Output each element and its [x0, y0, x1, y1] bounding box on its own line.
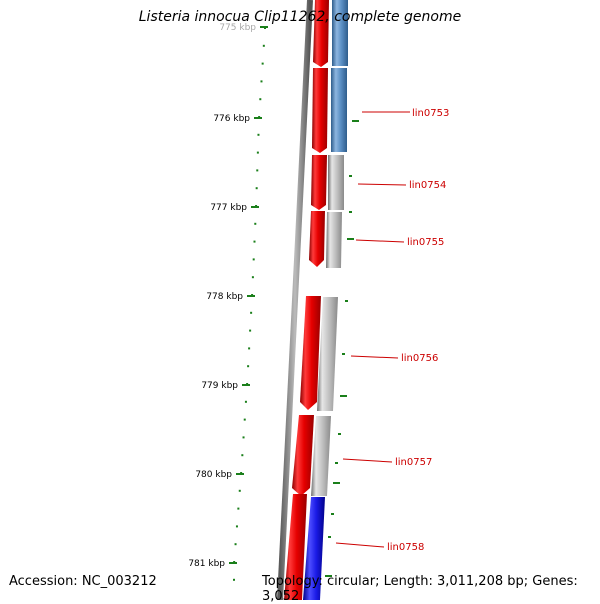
minor-tick	[256, 169, 259, 172]
minor-tick	[251, 276, 254, 279]
major-tick	[254, 117, 262, 119]
minor-tick	[335, 462, 338, 464]
major-tick	[247, 295, 255, 297]
forward-strand-features	[284, 0, 329, 600]
major-tick	[242, 384, 250, 386]
cds-lin0753[interactable]	[331, 68, 347, 152]
cds-forward-1[interactable]	[313, 0, 329, 67]
accession-text: Accession: NC_003212	[9, 574, 157, 589]
minor-tick	[241, 454, 244, 457]
minor-tick	[248, 347, 251, 350]
minor-tick	[260, 80, 263, 83]
cds-lin0753-top[interactable]	[332, 0, 348, 66]
minor-tick	[259, 98, 262, 101]
minor-tick	[262, 44, 265, 47]
minor-tick	[331, 513, 334, 515]
gene-label-leader	[357, 183, 407, 186]
gene-label-lin0758[interactable]: lin0758	[387, 542, 424, 553]
minor-tick	[349, 211, 352, 213]
minor-tick	[257, 133, 260, 136]
map-title: Listeria innocua Clip11262, complete gen…	[138, 9, 462, 25]
gene-label-leader	[335, 542, 385, 548]
minor-tick	[234, 543, 237, 546]
gene-features	[303, 0, 348, 600]
cds-lin0755[interactable]	[326, 212, 342, 268]
minor-tick	[250, 311, 253, 314]
tick-label: 779 kbp	[201, 381, 238, 391]
cds-forward-2[interactable]	[312, 68, 328, 153]
minor-tick	[237, 507, 240, 510]
cds-forward-7[interactable]	[284, 494, 307, 600]
minor-tick	[254, 222, 257, 225]
minor-tick	[333, 482, 340, 484]
minor-tick	[349, 175, 352, 177]
major-tick	[260, 26, 268, 28]
gene-label-leader	[342, 458, 393, 463]
minor-tick	[347, 238, 354, 240]
minor-tick	[253, 240, 256, 243]
tick-label: 781 kbp	[188, 559, 225, 569]
gene-labels: lin0753 lin0754 lin0755 lin0756 lin0757 lin07…	[335, 108, 449, 553]
minor-tick	[242, 436, 245, 439]
genome-backbone	[277, 0, 313, 600]
cds-lin0754[interactable]	[328, 155, 344, 210]
minor-tick	[244, 400, 247, 403]
cds-lin0756[interactable]	[317, 297, 338, 411]
major-tick	[229, 562, 237, 564]
major-tick	[251, 206, 259, 208]
minor-tick	[325, 575, 332, 577]
gene-label-leader	[350, 355, 399, 359]
minor-tick	[235, 525, 238, 528]
major-tick	[236, 473, 244, 475]
minor-tick	[338, 433, 341, 435]
gene-label-lin0754[interactable]: lin0754	[409, 180, 446, 191]
minor-tick	[328, 536, 331, 538]
tick-label: 775 kbp	[219, 23, 256, 33]
cds-forward-4[interactable]	[309, 211, 325, 267]
minor-tick	[233, 578, 235, 581]
tick-label: 778 kbp	[206, 292, 243, 302]
gene-label-lin0755[interactable]: lin0755	[407, 237, 444, 248]
minor-tick	[340, 395, 347, 397]
scale-ruler: 775 kbp 776 kbp 777 kbp 778 kbp 779 kbp 780 k…	[188, 23, 359, 581]
gene-label-lin0756[interactable]: lin0756	[401, 353, 438, 364]
cds-forward-3[interactable]	[311, 155, 327, 210]
gene-label-lin0753[interactable]: lin0753	[412, 108, 449, 119]
cds-lin0757[interactable]	[311, 416, 331, 496]
minor-tick	[255, 187, 258, 190]
minor-tick	[345, 300, 348, 302]
minor-tick	[342, 353, 345, 355]
minor-tick	[252, 258, 255, 261]
minor-tick	[261, 62, 264, 65]
cds-forward-6[interactable]	[292, 415, 314, 496]
tick-label: 777 kbp	[210, 203, 247, 213]
cds-forward-5[interactable]	[300, 296, 321, 410]
tick-label: 780 kbp	[195, 470, 232, 480]
gene-label-leader	[355, 239, 405, 243]
cds-lin0758[interactable]	[303, 497, 325, 600]
gene-label-lin0757[interactable]: lin0757	[395, 457, 432, 468]
tick-label: 776 kbp	[213, 114, 250, 124]
minor-tick	[238, 489, 241, 492]
minor-tick	[243, 418, 246, 421]
minor-tick	[352, 120, 359, 122]
minor-tick	[247, 365, 250, 368]
minor-tick	[249, 329, 252, 332]
minor-tick	[256, 151, 259, 154]
